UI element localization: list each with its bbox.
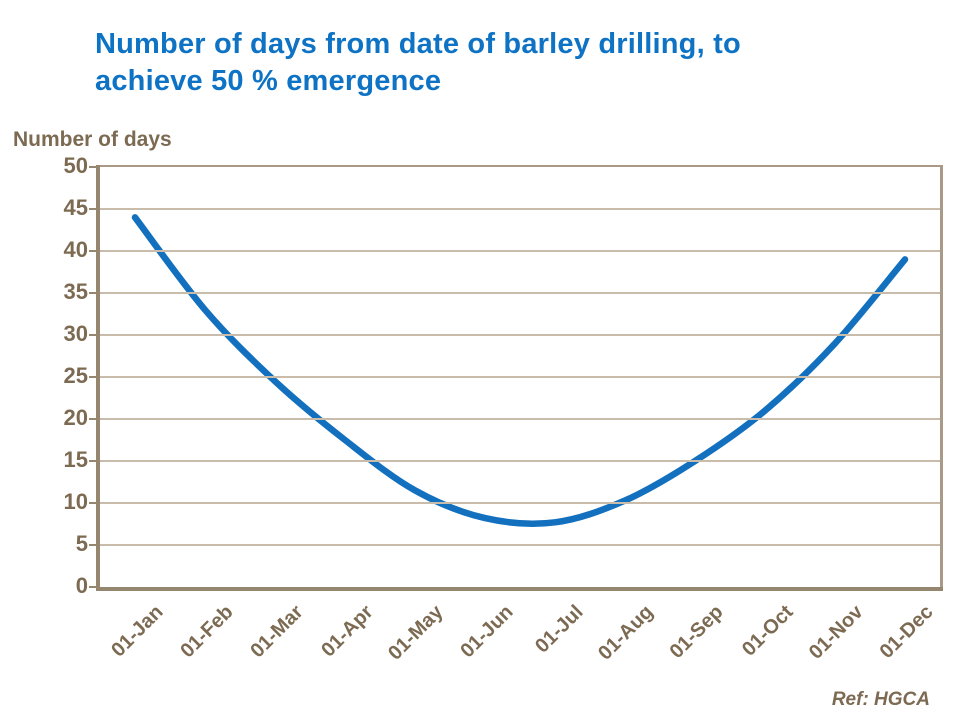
y-axis-tick-label: 25 — [63, 363, 88, 388]
gridline — [100, 250, 940, 252]
y-axis-tick — [89, 292, 96, 294]
y-axis-tick-label: 5 — [75, 531, 88, 556]
x-axis-tick-label: 01-Jul — [531, 601, 588, 658]
y-axis-tick-label: 30 — [63, 321, 88, 346]
x-axis-tick-label: 01-Nov — [804, 601, 868, 664]
y-axis-line — [96, 165, 100, 591]
y-axis-tick — [89, 166, 96, 168]
gridline — [100, 334, 940, 336]
gridline — [100, 502, 940, 504]
y-axis-tick-label: 50 — [63, 153, 88, 178]
plot-area — [89, 166, 940, 588]
gridline — [100, 376, 940, 378]
y-axis-tick — [89, 544, 96, 546]
x-axis-tick-label: 01-May — [384, 601, 448, 665]
y-axis-tick — [89, 460, 96, 462]
gridline — [100, 292, 940, 294]
y-axis-tick — [89, 250, 96, 252]
y-axis-tick — [89, 586, 96, 588]
y-axis-tick-label: 40 — [63, 237, 88, 262]
x-axis-line — [96, 587, 943, 591]
x-axis-tick-label: 01-Jun — [456, 601, 518, 663]
y-axis-tick-label: 35 — [63, 279, 88, 304]
x-axis-tick-label: 01-Oct — [737, 601, 798, 661]
x-axis-tick-label: 01-Feb — [176, 601, 238, 663]
reference-note: Ref: HGCA — [831, 689, 930, 710]
y-axis-tick — [89, 376, 96, 378]
x-axis-tick-label: 01-Mar — [246, 601, 308, 663]
y-axis-tick — [89, 502, 96, 504]
x-axis-tick-label: 01-Aug — [594, 601, 658, 665]
plot-border-top — [100, 165, 943, 167]
x-axis-tick-label: 01-Jan — [107, 601, 168, 662]
gridline — [100, 208, 940, 210]
y-axis-tick-label: 10 — [63, 489, 88, 514]
y-axis-tick — [89, 334, 96, 336]
chart-title: Number of days from date of barley drill… — [95, 28, 741, 98]
gridline — [100, 460, 940, 462]
y-axis-tick-label: 45 — [63, 195, 88, 220]
x-axis-tick-label: 01-Dec — [875, 601, 938, 663]
plot-border-right — [940, 165, 943, 589]
y-axis-tick-label: 15 — [63, 447, 88, 472]
x-axis-tick-label: 01-Apr — [317, 601, 378, 662]
y-axis-tick — [89, 418, 96, 420]
emergence-curve-line — [131, 214, 909, 527]
emergence-curve-svg — [131, 214, 909, 527]
y-axis-tick-label: 0 — [75, 573, 88, 598]
x-axis-tick-label: 01-Sep — [665, 601, 728, 663]
y-axis-tick-label: 20 — [63, 405, 88, 430]
gridline — [100, 418, 940, 420]
y-axis-tick — [89, 208, 96, 210]
y-axis-title: Number of days — [13, 128, 172, 151]
gridline — [100, 544, 940, 546]
